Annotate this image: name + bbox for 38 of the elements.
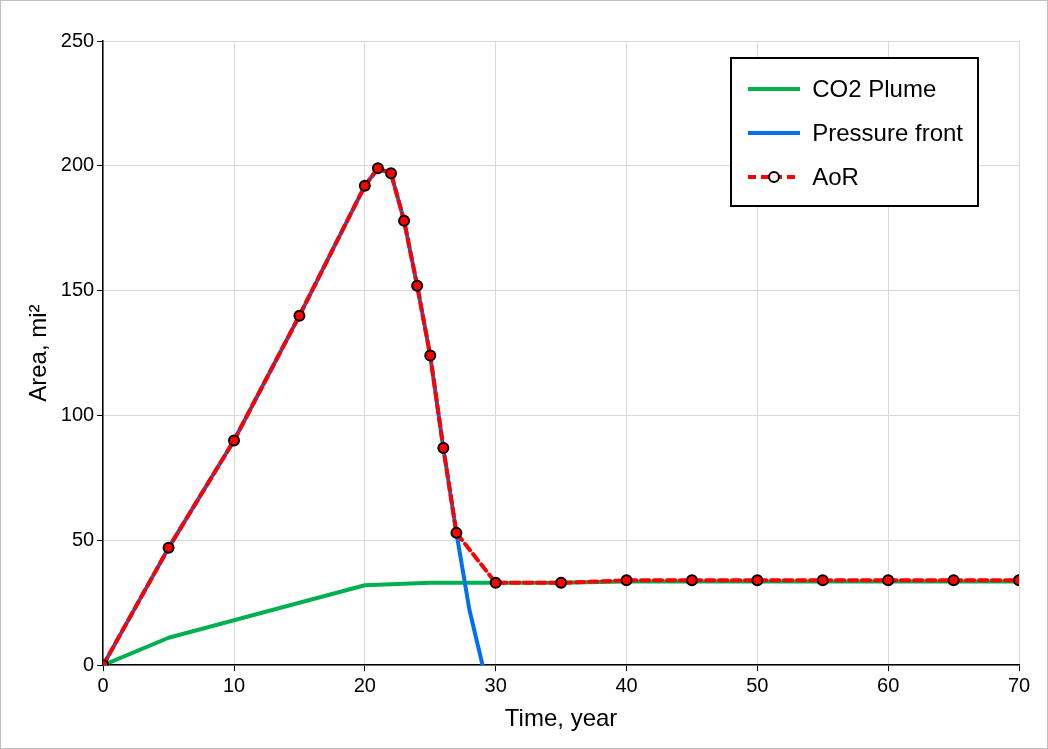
point: [685, 574, 698, 587]
y-tick-label: 200: [60, 153, 95, 176]
y-tick-label: 250: [60, 28, 95, 51]
point: [385, 167, 397, 180]
y-tick-label: 100: [60, 403, 95, 426]
x-tick-label: 60: [877, 673, 900, 696]
point: [162, 541, 175, 554]
point: [358, 179, 371, 192]
x-tick-label: 10: [222, 673, 246, 696]
point: [228, 434, 240, 447]
point: [450, 526, 463, 539]
x-tick-label: 20: [353, 673, 376, 696]
point: [816, 574, 829, 587]
point: [620, 574, 633, 587]
point: [398, 214, 411, 227]
point: [947, 574, 960, 587]
point: [489, 576, 502, 589]
legend-label: AoR: [812, 163, 859, 191]
y-tick-label: 150: [60, 278, 95, 301]
x-tick-label: 50: [746, 673, 769, 696]
y-tick-label: 0: [83, 652, 95, 675]
point: [293, 309, 306, 322]
point: [751, 574, 764, 587]
x-tick-label: 70: [1007, 673, 1031, 696]
point: [411, 279, 424, 292]
x-tick-label: 40: [615, 673, 638, 696]
legend-label: CO2 Plume: [812, 75, 937, 103]
legend-label: Pressure front: [812, 119, 963, 147]
x-tick-label: 0: [97, 673, 109, 696]
point: [437, 441, 450, 454]
y-axis-title: Area, mi²: [24, 304, 52, 402]
point: [371, 162, 384, 175]
x-tick-label: 30: [484, 673, 507, 696]
point: [882, 574, 895, 587]
point: [424, 349, 437, 362]
x-axis-title: Time, year: [504, 704, 618, 732]
point: [555, 576, 568, 589]
y-tick-label: 50: [71, 527, 95, 550]
